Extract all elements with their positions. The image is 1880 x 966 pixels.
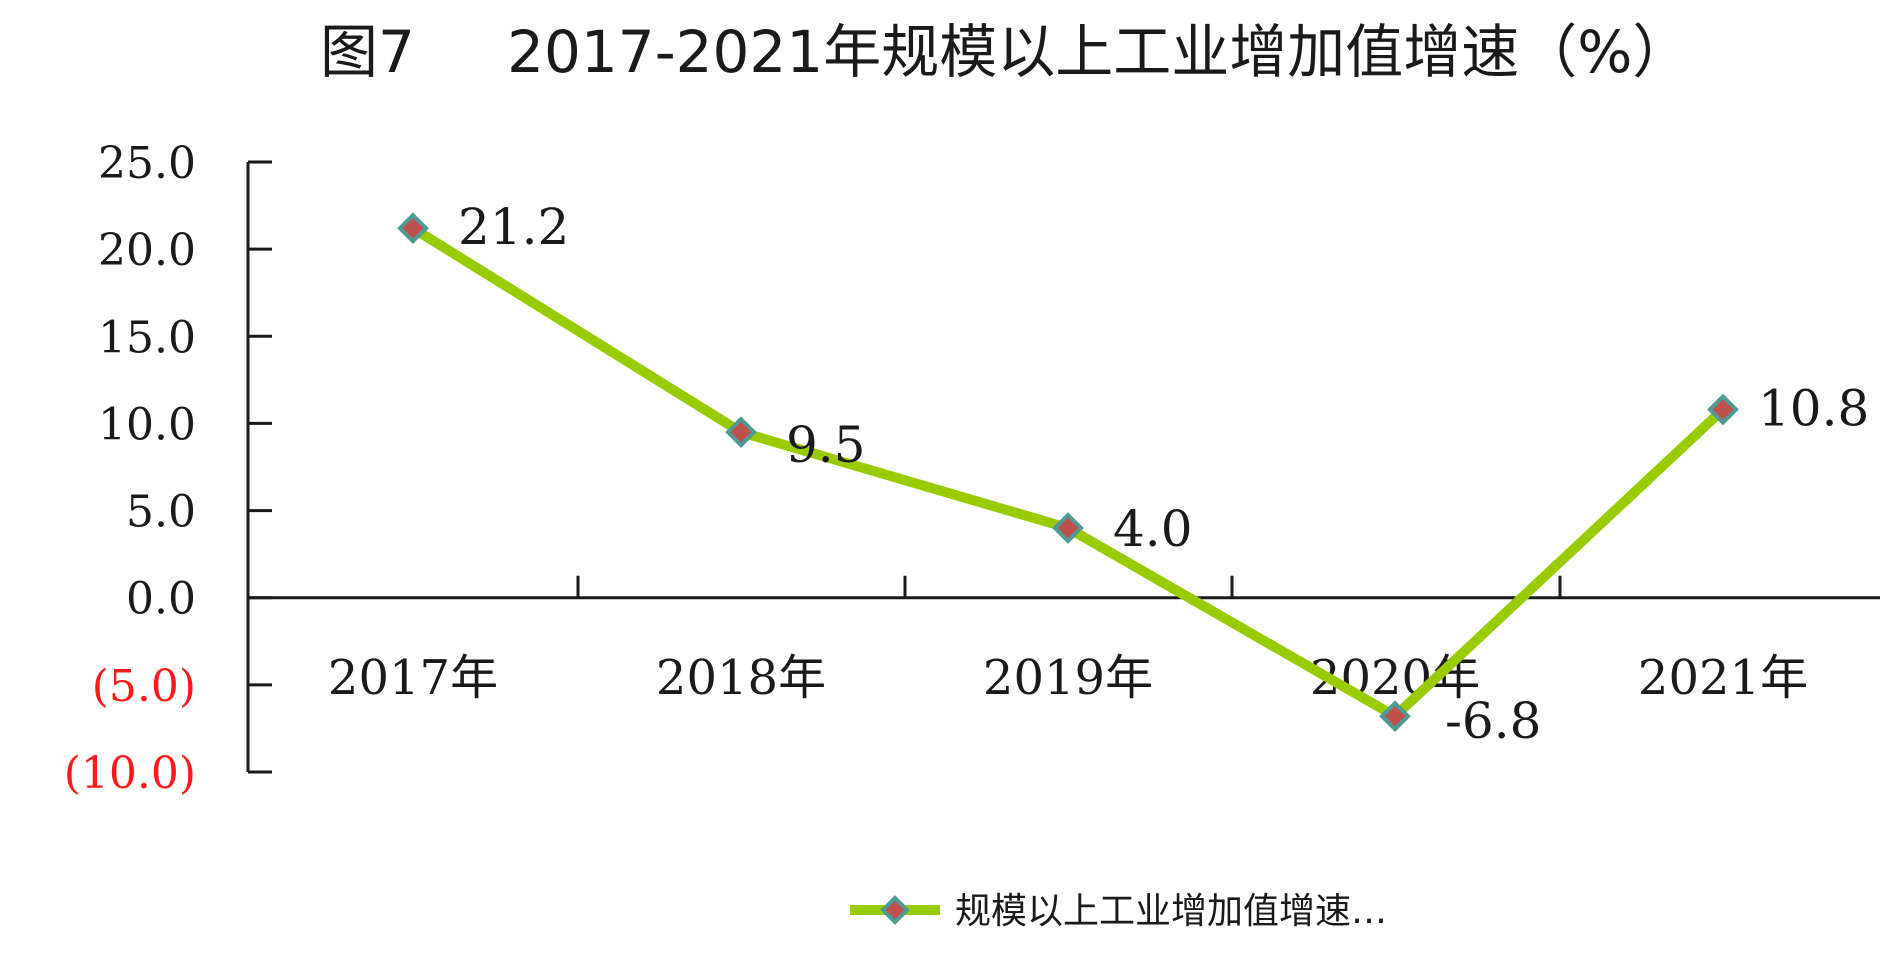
x-axis: 2017年 2018年 2019年 2020年 2021年 [248, 575, 1880, 706]
series-layer [397, 212, 1739, 733]
y-axis: 25.0 20.0 15.0 10.0 5.0 0.0 (5.0) (10.0) [64, 138, 272, 799]
data-label: -6.8 [1445, 692, 1541, 750]
data-label: 4.0 [1113, 500, 1193, 558]
data-label: 21.2 [458, 198, 569, 256]
data-point-marker [725, 416, 757, 448]
data-labels: 21.2 9.5 4.0 -6.8 10.8 [458, 198, 1869, 750]
y-tick-label: (5.0) [92, 661, 196, 712]
y-tick-label: 10.0 [98, 399, 196, 450]
y-tick-label: 15.0 [98, 312, 196, 363]
legend-marker-swatch [880, 895, 910, 925]
data-point-marker [1707, 393, 1739, 426]
y-tick-label: 5.0 [126, 487, 196, 538]
data-point-marker [1379, 700, 1411, 733]
y-tick-label: 25.0 [98, 138, 196, 189]
data-label: 10.8 [1758, 379, 1869, 437]
y-tick-label: (10.0) [64, 748, 196, 799]
data-label: 9.5 [786, 416, 866, 474]
x-category-label: 2019年 [983, 650, 1153, 706]
data-point-marker [397, 212, 429, 245]
x-category-label: 2018年 [656, 650, 826, 706]
series-line [408, 223, 1728, 722]
data-point-marker [1052, 512, 1084, 544]
x-category-label: 2021年 [1638, 650, 1808, 706]
chart-title: 图7 2017-2021年规模以上工业增加值增速（%） [320, 18, 1690, 86]
x-category-label: 2017年 [328, 650, 498, 706]
y-tick-label: 20.0 [98, 225, 196, 276]
legend: 规模以上工业增加值增速… [850, 891, 1387, 932]
legend-label: 规模以上工业增加值增速… [955, 891, 1387, 932]
y-tick-label: 0.0 [126, 574, 196, 625]
